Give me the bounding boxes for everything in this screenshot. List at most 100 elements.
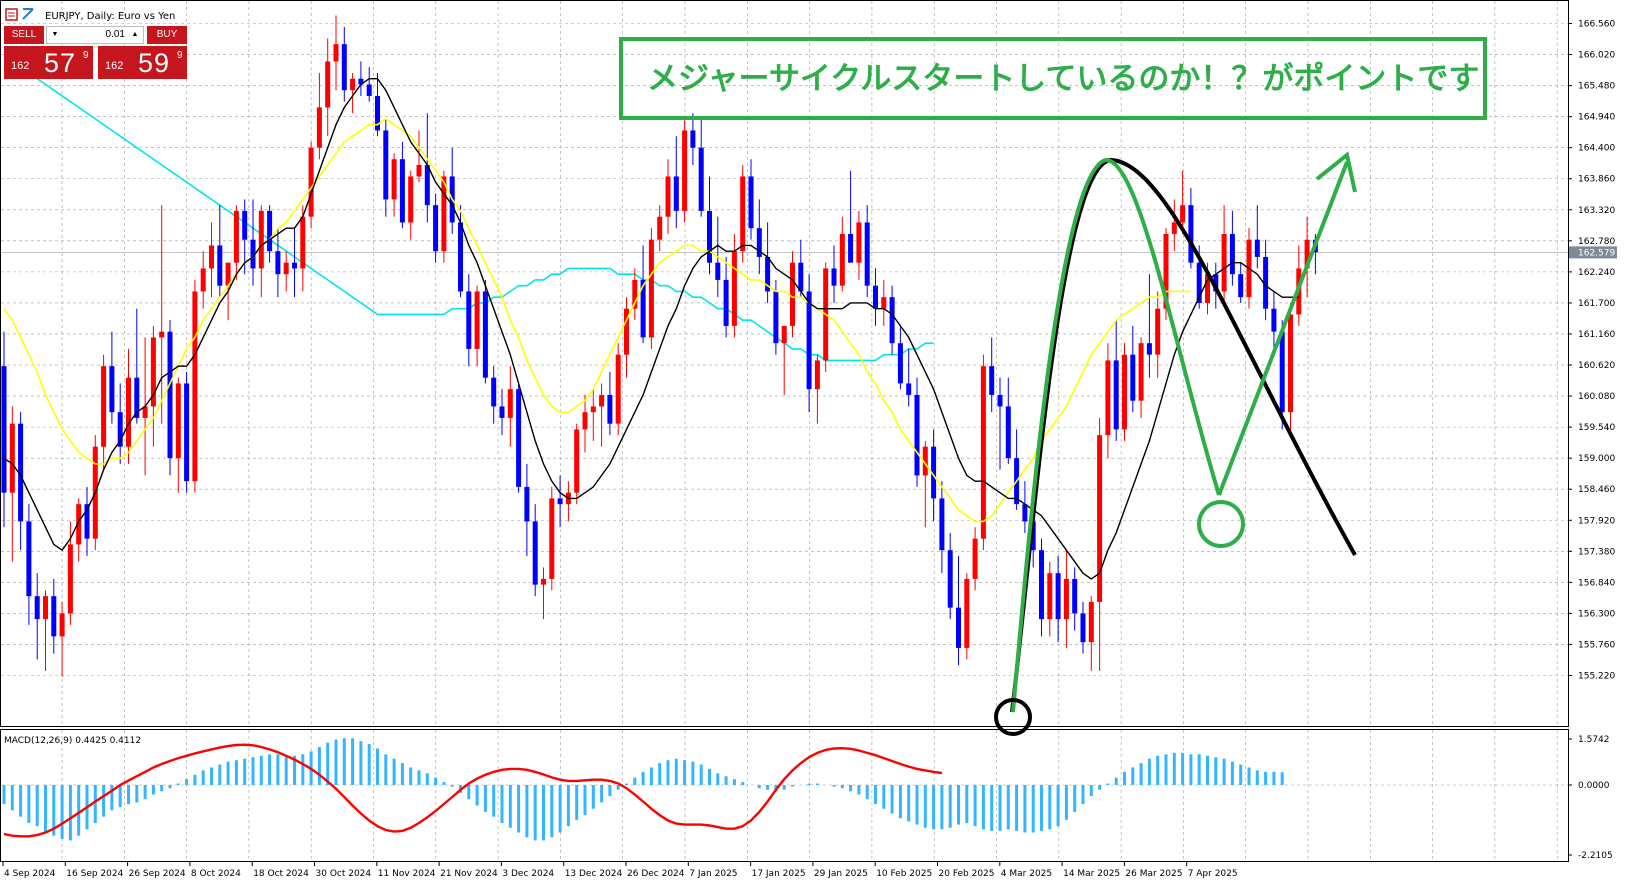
candle-body: [59, 613, 65, 637]
candle-body: [134, 377, 140, 418]
macd-histogram: [2, 738, 1284, 841]
buy-price-pip: 9: [177, 50, 183, 61]
candle-body: [126, 377, 131, 447]
candle-body: [482, 291, 488, 378]
candle-body: [433, 205, 439, 252]
candle-body: [491, 377, 497, 407]
lot-decrease-icon[interactable]: ▼: [51, 31, 59, 38]
candle-body: [150, 337, 156, 407]
x-tick-label: 8 Oct 2024: [191, 869, 241, 879]
candle-body: [798, 262, 804, 292]
buy-price-prefix: 162: [105, 60, 124, 72]
candle-body: [1138, 343, 1144, 401]
candle-body: [350, 78, 356, 91]
candle-body: [18, 423, 24, 522]
candle-body: [1221, 233, 1227, 292]
annotation-box: [619, 37, 1487, 120]
lot-size-input[interactable]: ▼ 0.01 ▲: [46, 26, 144, 44]
price-axis[interactable]: 166.560 166.020 165.480 164.940 164.400 163.8…: [1568, 20, 1617, 682]
y-tick-label: 166.560: [1578, 20, 1615, 30]
candle-body: [1105, 360, 1111, 436]
candle-body: [217, 245, 223, 286]
candle-body: [1130, 354, 1136, 401]
candle-body: [333, 44, 339, 62]
candle-body: [615, 354, 621, 424]
candle-body: [316, 107, 322, 148]
candle-body: [1039, 550, 1044, 620]
candle-body: [781, 325, 787, 344]
candle-body: [964, 578, 970, 648]
y-tick-label: 156.840: [1578, 578, 1615, 588]
candle-body: [1188, 205, 1194, 263]
lot-increase-icon[interactable]: ▲: [131, 31, 139, 38]
candle-body: [599, 394, 605, 407]
candle-body: [258, 210, 264, 269]
candle-body: [9, 423, 15, 493]
candle-body: [848, 233, 854, 263]
y-tick-label: 157.380: [1578, 547, 1615, 557]
candle-body: [632, 279, 638, 309]
sell-price-box[interactable]: 162 57 9: [4, 46, 93, 79]
chart-window-icon-lines: [8, 12, 15, 17]
candle-body: [1304, 239, 1310, 269]
candle-body: [1163, 233, 1169, 309]
candle-body: [806, 291, 812, 390]
candle-body: [541, 578, 546, 585]
candle-body: [1005, 406, 1011, 459]
candle-body: [341, 44, 347, 91]
candle-body: [574, 429, 580, 493]
x-tick-label: 4 Mar 2025: [1001, 869, 1052, 879]
candle-body: [1205, 274, 1210, 303]
candle-body: [300, 216, 306, 269]
buy-button[interactable]: BUY: [147, 26, 187, 44]
candle-body: [507, 389, 513, 418]
x-tick-label: 14 Mar 2025: [1063, 869, 1120, 879]
candle-body: [76, 504, 82, 545]
y-tick-label: 165.480: [1578, 82, 1615, 92]
candle-body: [914, 394, 920, 476]
candle-body: [839, 233, 845, 286]
candle-body: [856, 222, 862, 263]
candle-body: [1030, 521, 1036, 551]
candle-body: [26, 521, 32, 597]
buy-price-box[interactable]: 162 59 9: [98, 46, 187, 79]
sell-button[interactable]: SELL: [4, 26, 44, 44]
candle-body: [1, 366, 7, 493]
candle-body: [931, 446, 937, 499]
candle-body: [532, 521, 538, 585]
candle-body: [283, 262, 289, 275]
macd-label: MACD(12,26,9) 0.4425 0.4112: [4, 736, 141, 746]
candle-body: [524, 486, 530, 522]
candle-body: [117, 412, 123, 447]
candle-body: [1213, 274, 1219, 292]
candle-body: [731, 251, 737, 326]
dip-circle-marker: [1197, 500, 1245, 548]
candle-body: [1180, 205, 1186, 223]
candle-body: [1088, 601, 1094, 643]
candle-body: [399, 159, 405, 223]
candle-body: [640, 279, 646, 338]
candle-body: [989, 366, 995, 395]
x-tick-label: 4 Sep 2024: [4, 869, 56, 879]
x-tick-label: 11 Nov 2024: [378, 869, 436, 879]
candle-body: [1097, 435, 1103, 602]
candle-body: [997, 394, 1003, 407]
x-tick-label: 20 Feb 2025: [939, 869, 995, 879]
candle-body: [673, 176, 679, 211]
candle-body: [740, 176, 746, 252]
candle-body: [424, 164, 430, 206]
candle-body: [980, 366, 986, 539]
one-click-trading-panel: SELL ▼ 0.01 ▲ BUY 162 57 9 162 59 9: [4, 26, 187, 81]
candle-body: [1063, 578, 1069, 620]
candle-body: [557, 498, 563, 505]
x-tick-label: 10 Feb 2025: [876, 869, 932, 879]
y-tick-label: 162.780: [1578, 237, 1615, 247]
y-tick-label: 163.320: [1578, 206, 1615, 216]
time-axis[interactable]: 4 Sep 2024 16 Sep 2024 26 Sep 2024 8 Oct 20…: [2, 861, 1238, 879]
candle-body: [1113, 360, 1119, 430]
candle-body: [292, 262, 297, 269]
candle-body: [1196, 262, 1202, 303]
sell-price-prefix: 162: [11, 60, 30, 72]
x-tick-label: 21 Nov 2024: [440, 869, 498, 879]
